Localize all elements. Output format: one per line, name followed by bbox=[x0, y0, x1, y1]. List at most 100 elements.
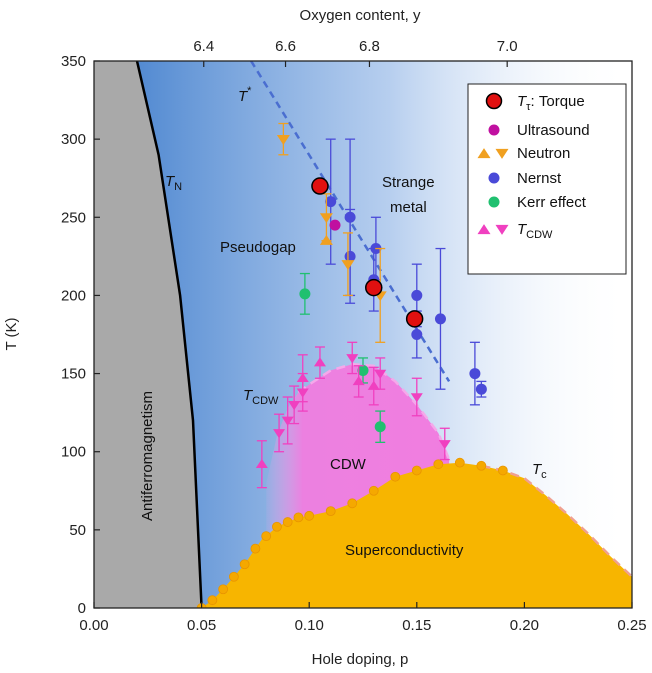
pseudogap-label: Pseudogap bbox=[220, 239, 296, 256]
tc-point-16 bbox=[433, 459, 444, 470]
top-axis-title: Oxygen content, y bbox=[300, 7, 421, 24]
plot-frame bbox=[93, 60, 633, 609]
tc-point-6 bbox=[261, 531, 272, 542]
legend-tcdw-label: TCDW bbox=[517, 221, 553, 241]
kerr-point-2 bbox=[374, 421, 386, 433]
y-tick-label-2: 100 bbox=[61, 444, 86, 461]
legend-ultrasound-marker bbox=[488, 124, 500, 136]
x-tick-label-0: 0.00 bbox=[79, 617, 108, 634]
nernst-point-6 bbox=[411, 329, 423, 340]
nernst-point-9 bbox=[475, 383, 487, 395]
tc-point-15 bbox=[411, 465, 422, 476]
nernst-point-7 bbox=[434, 313, 446, 325]
x-tick-label-1: 0.05 bbox=[187, 617, 216, 634]
superconductivity-label: Superconductivity bbox=[345, 542, 464, 559]
neutron-up-point-0 bbox=[319, 234, 333, 245]
top-tick-label-2: 6.8 bbox=[359, 38, 380, 55]
tc-point-13 bbox=[368, 485, 379, 496]
top-tick-label-3: 7.0 bbox=[497, 38, 518, 55]
legend-nernst-label: Nernst bbox=[517, 170, 562, 187]
tcdw-down-point-4 bbox=[346, 354, 359, 364]
tcdw-down-point-7 bbox=[438, 440, 451, 450]
antiferromagnetism-region bbox=[94, 61, 202, 608]
kerr-point-1 bbox=[357, 364, 369, 376]
tn-label: TN bbox=[165, 173, 182, 193]
y-tick-label-0: 0 bbox=[78, 600, 86, 617]
tcdw-down-point-1 bbox=[281, 416, 294, 426]
tcdw-up-point-4 bbox=[367, 380, 380, 390]
legend-torque-marker bbox=[485, 92, 503, 110]
top-tick-label-0: 6.4 bbox=[193, 38, 214, 55]
tcdw-down-point-2 bbox=[288, 401, 301, 411]
neutron-down-point-0 bbox=[276, 135, 290, 145]
tcdw-down-point-3 bbox=[296, 388, 309, 398]
torque-point-1 bbox=[365, 278, 383, 297]
legend-torque-label: Tτ: Torque bbox=[517, 93, 585, 113]
nernst-point-0 bbox=[325, 196, 337, 208]
tc-dashed-line bbox=[481, 464, 632, 578]
tc-points bbox=[196, 457, 508, 608]
tc-point-4 bbox=[239, 559, 250, 570]
legend-neutron-down-marker bbox=[495, 148, 509, 159]
tc-point-7 bbox=[272, 521, 282, 532]
legend-neutron-up-marker bbox=[477, 148, 491, 159]
tstar-label: T* bbox=[238, 85, 252, 105]
x-axis-title: Hole doping, p bbox=[312, 651, 409, 668]
tc-point-2 bbox=[218, 584, 229, 595]
axes: 0.00 0.05 0.10 0.15 0.20 0.25 0 50 100 150 200 250 3… bbox=[61, 38, 647, 634]
data-markers bbox=[255, 122, 487, 489]
strange-metal-label-2: metal bbox=[390, 199, 427, 216]
x-tick-label-5: 0.25 bbox=[617, 617, 646, 634]
tc-point-1 bbox=[207, 595, 218, 606]
tcdw-up-point-2 bbox=[313, 357, 326, 367]
tc-point-14 bbox=[390, 471, 401, 482]
tn-line bbox=[135, 61, 203, 608]
tc-point-8 bbox=[282, 517, 293, 527]
tstar-dashed-line bbox=[250, 61, 451, 383]
cdw-label: CDW bbox=[330, 456, 367, 473]
neutron-down-point-1 bbox=[319, 213, 333, 224]
legend: Tτ: Torque Ultrasound Neutron Nernst Ker… bbox=[467, 83, 627, 275]
tc-point-17 bbox=[454, 457, 465, 468]
antiferromagnetism-label: Antiferromagnetism bbox=[139, 391, 156, 521]
x-tick-label-4: 0.20 bbox=[510, 617, 539, 634]
y-tick-label-7: 350 bbox=[61, 53, 86, 70]
legend-tcdw-up-marker bbox=[477, 224, 491, 235]
tc-point-12 bbox=[347, 498, 358, 509]
tc-point-3 bbox=[228, 571, 239, 582]
legend-neutron-label: Neutron bbox=[517, 145, 570, 162]
tc-point-19 bbox=[497, 465, 508, 476]
tc-point-9 bbox=[293, 512, 304, 523]
nernst-point-5 bbox=[411, 289, 423, 301]
tc-point-10 bbox=[304, 510, 315, 521]
top-tick-label-1: 6.6 bbox=[275, 38, 296, 55]
y-tick-label-6: 300 bbox=[61, 131, 86, 148]
x-tick-label-2: 0.10 bbox=[295, 617, 324, 634]
legend-kerr-marker bbox=[488, 196, 500, 208]
strange-metal-label-1: Strange bbox=[382, 174, 435, 191]
cdw-dashed-line bbox=[297, 362, 451, 460]
legend-kerr-label: Kerr effect bbox=[517, 194, 587, 211]
tc-point-11 bbox=[325, 506, 336, 517]
torque-point-2 bbox=[405, 310, 424, 328]
tc-point-5 bbox=[250, 543, 261, 554]
y-tick-label-5: 250 bbox=[61, 209, 86, 226]
legend-tcdw-down-marker bbox=[495, 224, 509, 235]
y-tick-label-3: 150 bbox=[61, 366, 86, 383]
tc-point-18 bbox=[476, 460, 487, 471]
superconductivity-region bbox=[201, 462, 632, 608]
kerr-point-0 bbox=[299, 288, 311, 300]
tcdw-down-point-6 bbox=[410, 393, 423, 403]
tcdw-up-point-0 bbox=[255, 458, 268, 468]
legend-ultrasound-label: Ultrasound bbox=[517, 122, 590, 139]
neutron-down-point-2 bbox=[341, 260, 355, 271]
tcdw-down-point-0 bbox=[273, 429, 286, 439]
x-tick-label-3: 0.15 bbox=[402, 617, 431, 634]
torque-point-0 bbox=[311, 177, 329, 195]
tc-label: Tc bbox=[532, 461, 547, 481]
tcdw-down-point-5 bbox=[374, 369, 387, 379]
y-tick-label-1: 50 bbox=[69, 522, 86, 539]
tcdw-label: TCDW bbox=[243, 387, 279, 407]
nernst-point-8 bbox=[469, 368, 481, 380]
